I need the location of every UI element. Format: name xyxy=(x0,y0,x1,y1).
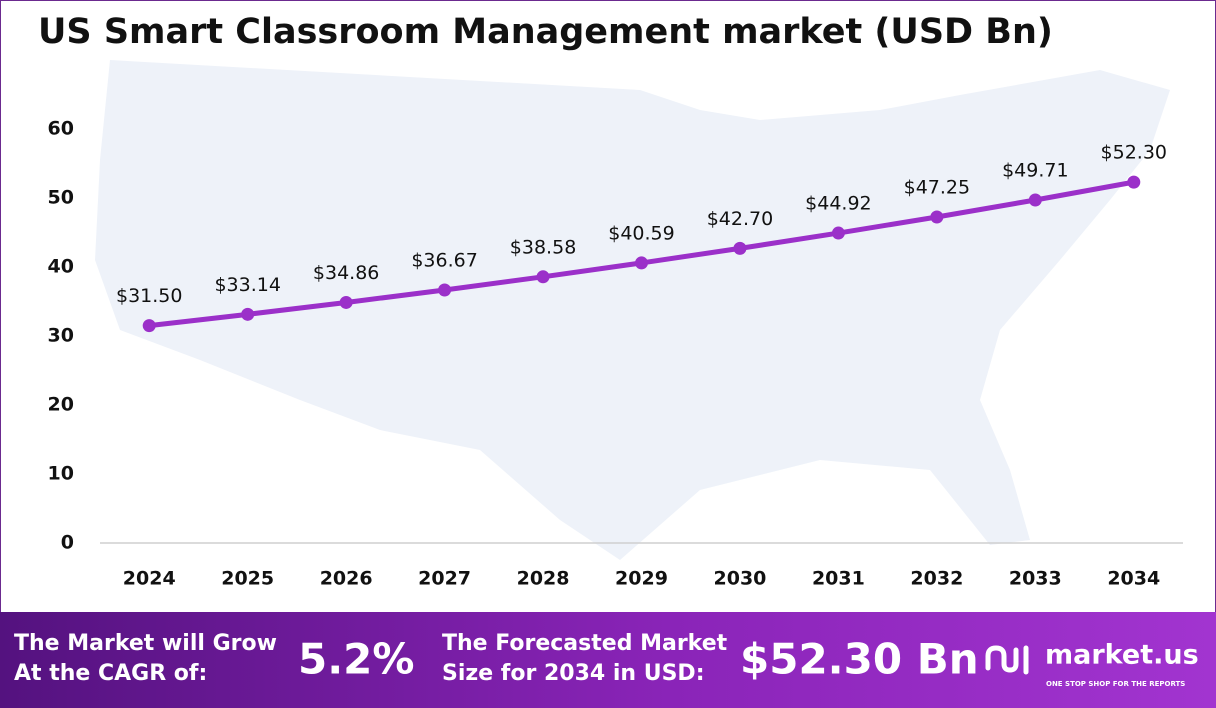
value-label: $49.71 xyxy=(1002,160,1068,182)
x-tick-label: 2033 xyxy=(1009,568,1062,590)
x-tick-label: 2025 xyxy=(221,568,274,590)
marker xyxy=(438,283,452,297)
chart-title: US Smart Classroom Management market (US… xyxy=(38,12,1053,52)
cagr-text: At the CAGR of: xyxy=(14,661,207,686)
marker xyxy=(831,226,845,240)
x-tick-label: 2027 xyxy=(418,568,471,590)
value-label: $38.58 xyxy=(510,236,576,258)
y-tick-label: 30 xyxy=(48,325,74,347)
y-tick-label: 10 xyxy=(48,463,74,485)
forecast-text: Size for 2034 in USD: xyxy=(442,661,705,686)
marker xyxy=(536,270,550,284)
x-tick-label: 2031 xyxy=(812,568,865,590)
marker xyxy=(733,241,747,255)
value-label: $31.50 xyxy=(116,285,182,307)
forecast-text: The Forecasted Market xyxy=(442,631,728,656)
marker xyxy=(930,210,944,224)
value-label: $40.59 xyxy=(608,222,674,244)
map-background xyxy=(95,60,1170,560)
x-tick-label: 2029 xyxy=(615,568,668,590)
footer-band xyxy=(0,612,1216,708)
x-tick-label: 2024 xyxy=(123,568,176,590)
value-label: $34.86 xyxy=(313,262,379,284)
value-label: $44.92 xyxy=(805,193,871,215)
value-label: $47.25 xyxy=(904,176,970,198)
marker xyxy=(1028,193,1042,207)
marker xyxy=(339,295,353,309)
cagr-value: 5.2% xyxy=(298,635,414,684)
x-tick-label: 2032 xyxy=(910,568,963,590)
tagline: ONE STOP SHOP FOR THE REPORTS xyxy=(1046,680,1185,688)
x-tick-label: 2030 xyxy=(714,568,767,590)
marker xyxy=(241,307,255,321)
forecast-value: $52.30 Bn xyxy=(740,635,979,684)
value-label: $36.67 xyxy=(411,249,477,271)
x-tick-label: 2034 xyxy=(1107,568,1160,590)
marker xyxy=(1127,175,1141,189)
brand-icon xyxy=(985,645,1029,675)
x-tick-label: 2026 xyxy=(320,568,373,590)
y-tick-label: 50 xyxy=(48,187,74,209)
marker xyxy=(635,256,648,270)
value-label: $52.30 xyxy=(1101,142,1167,164)
brand: market.us xyxy=(1045,640,1199,671)
y-tick-label: 60 xyxy=(48,118,74,140)
x-tick-label: 2028 xyxy=(517,568,570,590)
value-label: $42.70 xyxy=(707,208,773,230)
value-label: $33.14 xyxy=(214,274,280,296)
marker xyxy=(142,319,156,333)
y-tick-label: 40 xyxy=(48,256,74,278)
cagr-text: The Market will Grow xyxy=(14,631,277,656)
y-tick-label: 0 xyxy=(61,532,74,554)
y-tick-label: 20 xyxy=(48,394,74,416)
